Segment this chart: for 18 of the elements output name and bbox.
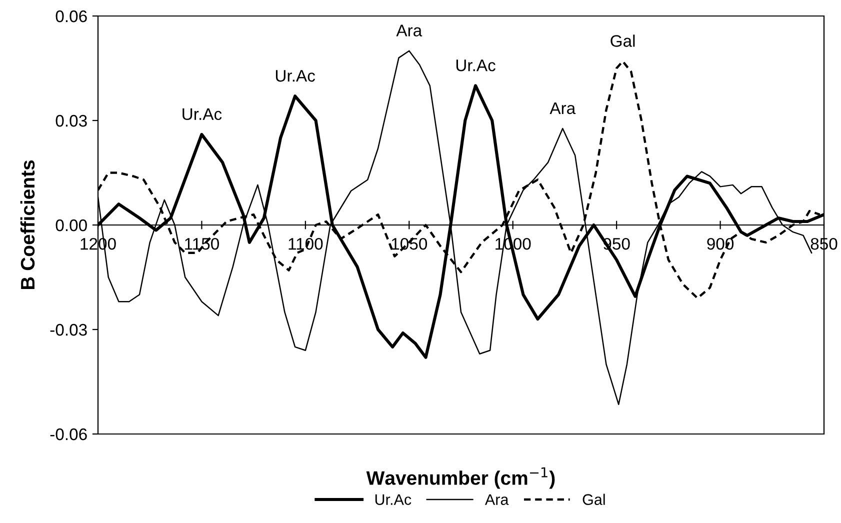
annotation: Ara (550, 102, 576, 114)
y-tick-label: 0.00 (56, 219, 87, 232)
x-tick-label: 900 (707, 238, 734, 250)
legend-label: Ur.Ac (375, 494, 412, 505)
legend-label: Ara (484, 494, 509, 505)
legend-label: Gal (582, 494, 605, 505)
annotation: Ur.Ac (456, 60, 496, 72)
y-tick-label: 0.03 (56, 114, 87, 127)
y-tick-label: -0.06 (50, 428, 87, 440)
annotation: Ur.Ac (276, 70, 315, 82)
y-axis-title: B Coefficients (20, 160, 35, 290)
annotation: Ur.Ac (182, 108, 222, 120)
x-tick-label: 1150 (185, 238, 219, 250)
annotation: Ara (396, 24, 422, 36)
y-tick-label: -0.03 (50, 324, 87, 336)
annotation: Gal (610, 34, 635, 47)
y-tick-label: 0.06 (56, 10, 87, 22)
x-axis-title: Wavenumber (cm$^{−1}$) (366, 467, 555, 489)
